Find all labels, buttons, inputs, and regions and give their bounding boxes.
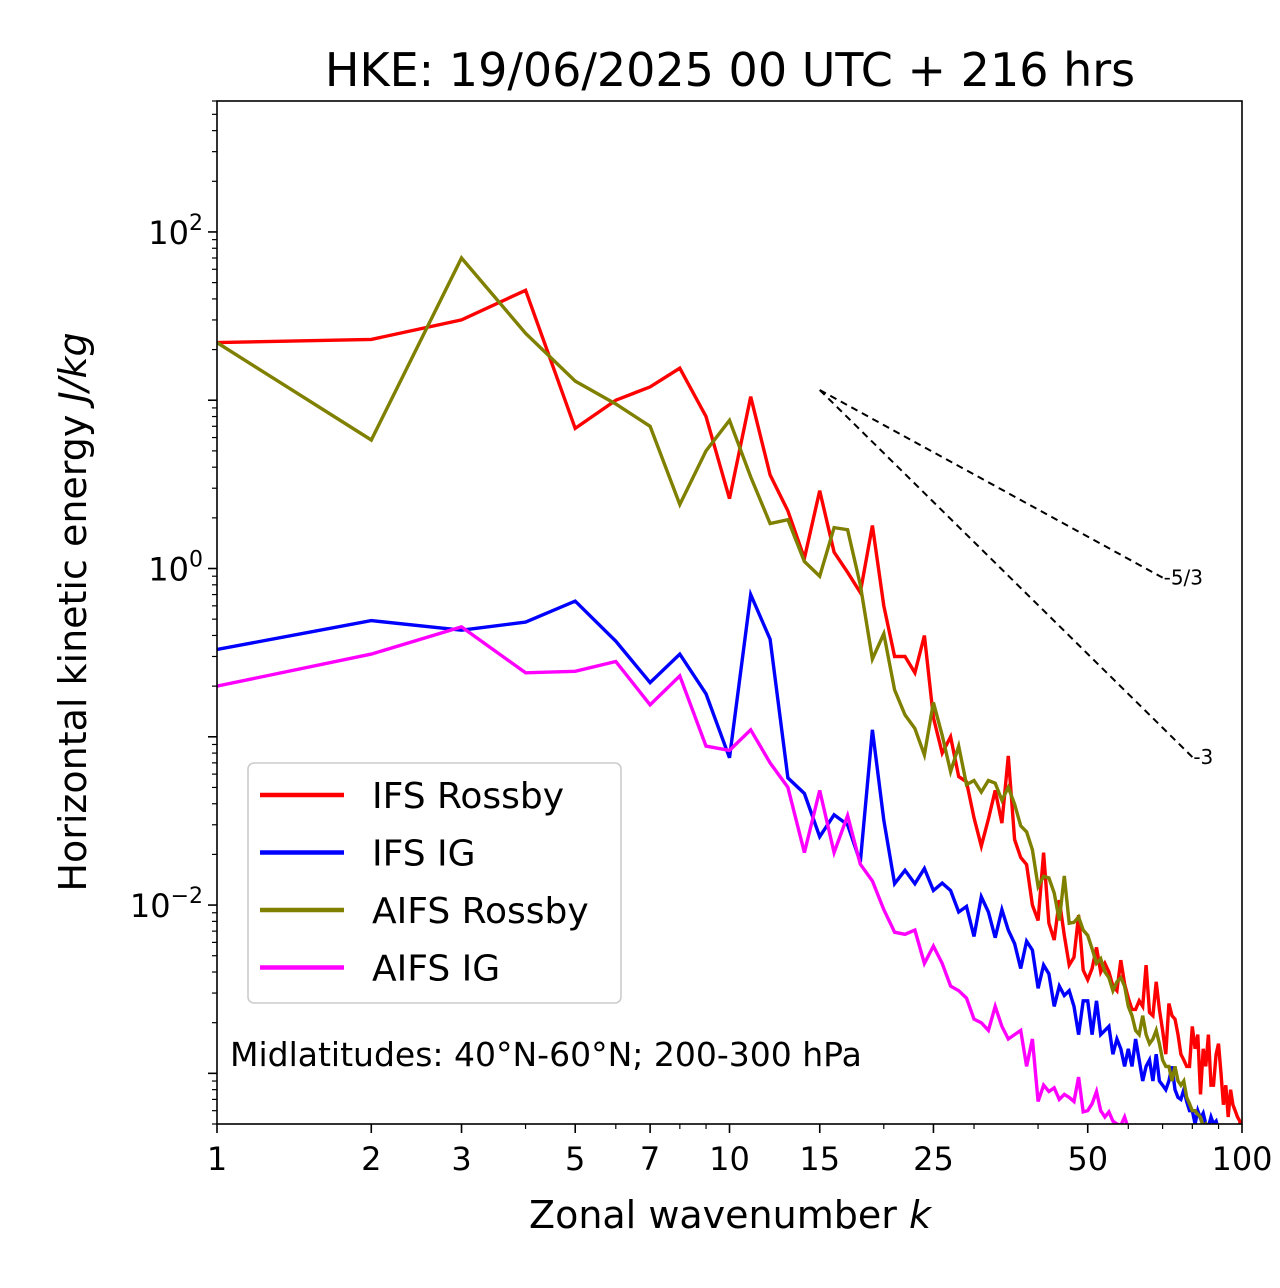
axis-ticks: 1 2 3 5 7 10 15 25 50 100 102 100 10−2: [130, 100, 1273, 1178]
legend-label-2: AIFS Rossby: [372, 891, 589, 932]
y-tick-label: 100: [148, 548, 203, 589]
legend-items: IFS Rossby IFS IG AIFS Rossby AIFS IG: [260, 776, 589, 990]
reference-line-0: [819, 389, 1164, 579]
plot-frame: [216, 100, 1243, 1125]
x-tick-label: 25: [913, 1140, 954, 1178]
x-tick-label: 10: [709, 1140, 750, 1178]
legend-label-0: IFS Rossby: [372, 776, 564, 817]
reference-line-label-0: -5/3: [1164, 566, 1203, 590]
x-axis-label: Zonal wavenumber k: [529, 1193, 933, 1237]
reference-line-1: [819, 389, 1194, 758]
region-annotation: Midlatitudes: 40°N-60°N; 200-300 hPa: [230, 1035, 862, 1074]
series-lines: [217, 254, 1242, 1124]
legend: IFS Rossby IFS IG AIFS Rossby AIFS IG: [247, 762, 622, 1004]
chart-title: HKE: 19/06/2025 00 UTC + 216 hrs: [325, 43, 1135, 97]
y-axis-label: Horizontal kinetic energy J/kg: [51, 332, 95, 891]
series-line-2: [217, 254, 1208, 1124]
reference-line-label-1: -3: [1193, 745, 1213, 769]
series-line-3: [217, 625, 1136, 1124]
legend-box: [247, 762, 622, 1004]
y-axis-label-unit: J/kg: [51, 332, 95, 409]
x-tick-label: 50: [1067, 1140, 1108, 1178]
x-tick-label: 2: [361, 1140, 381, 1178]
x-tick-label: 5: [565, 1140, 585, 1178]
series-line-0: [217, 287, 1242, 1124]
x-tick-label: 7: [640, 1140, 660, 1178]
legend-label-1: IFS IG: [372, 834, 476, 875]
x-tick-label: 3: [451, 1140, 471, 1178]
y-tick-label: 10−2: [130, 884, 203, 925]
x-tick-label: 100: [1211, 1140, 1272, 1178]
y-axis-label-text: Horizontal kinetic energy: [51, 415, 95, 892]
y-tick-label: 102: [148, 211, 203, 252]
x-axis-label-var: k: [909, 1193, 933, 1237]
x-tick-label: 15: [799, 1140, 840, 1178]
x-axis-label-text: Zonal wavenumber: [529, 1193, 897, 1237]
legend-label-3: AIFS IG: [372, 949, 500, 990]
reference-slope-lines: -5/3 -3: [819, 389, 1213, 769]
x-tick-label: 1: [207, 1140, 227, 1178]
